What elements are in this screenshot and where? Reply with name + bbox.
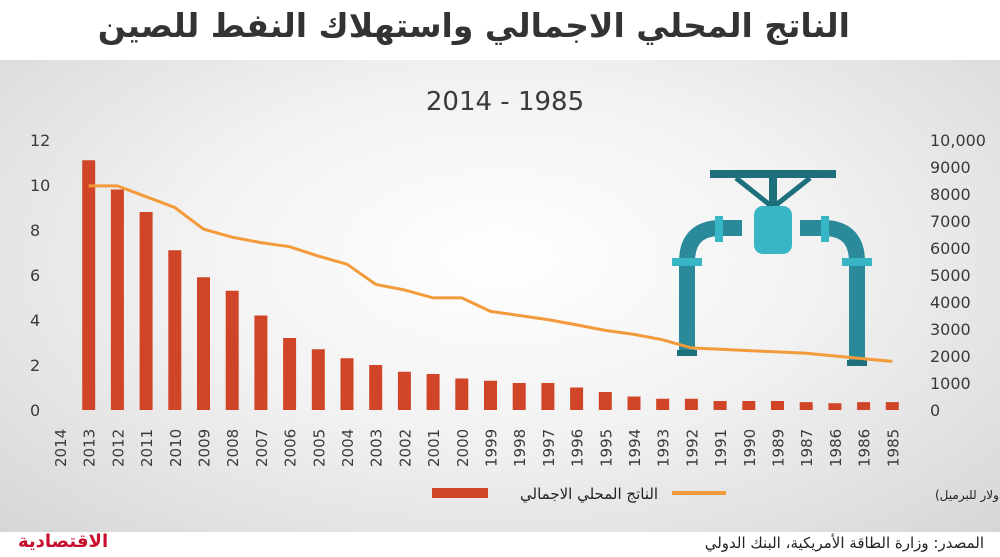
gdp-bar [541,383,555,410]
right-axis-tick: 8000 [930,185,971,204]
gdp-bar [455,378,469,410]
right-axis-tick: 0 [930,401,940,420]
footer: الاقتصادية المصدر: وزارة الطاقة الأمريكي… [0,531,1000,557]
left-axis-tick: 2 [30,356,40,375]
gdp-bar [598,392,612,410]
right-axis-tick: 2000 [930,347,971,366]
x-axis-tick: 1985 [884,429,902,467]
brand-logo: الاقتصادية [18,531,109,552]
header: الناتج المحلي الاجمالي واستهلاك النفط لل… [0,0,1000,60]
x-axis-tick: 2003 [368,429,386,467]
x-axis-tick: 2012 [109,429,127,467]
left-axis-tick: 6 [30,266,40,285]
left-axis-tick: 12 [30,131,50,150]
chart-subtitle: 2014 - 1985 [426,87,584,117]
x-axis-tick: 1996 [569,429,587,467]
gdp-bar [656,398,670,410]
x-axis-tick: 1993 [655,429,673,467]
x-axis-tick: 1990 [741,429,759,467]
right-axis-tick: 10,000 [930,131,986,150]
x-axis-tick: 1986 [856,429,874,467]
right-axis-tick: 1000 [930,374,971,393]
x-axis-tick: 1994 [626,429,644,467]
gdp-bar [713,401,727,410]
x-axis-tick: 2013 [81,429,99,467]
x-axis-tick: 2006 [282,429,300,467]
gdp-bar [484,380,497,410]
left-axis-tick: 10 [30,176,50,195]
right-axis-tick: 6000 [930,239,971,258]
gdp-bar [742,401,756,410]
gdp-bar [197,277,210,410]
x-axis-tick: 2009 [196,429,214,467]
x-axis-tick: 2001 [425,429,443,467]
oil-pipe-icon [672,170,872,366]
right-axis-tick: 4000 [930,293,971,312]
right-axis-tick: 3000 [930,320,971,339]
gdp-bar [82,160,96,410]
gdp-bar [627,396,641,410]
x-axis-tick: 1995 [597,429,615,467]
legend-swatch-gdp [432,488,488,498]
x-axis-tick: 2002 [396,429,414,467]
x-axis-tick: 2007 [253,429,271,467]
gdp-bar [512,383,526,410]
x-axis-tick: 1991 [712,429,730,467]
gdp-bar [254,315,268,410]
right-axis-tick: 7000 [930,212,971,231]
left-axis-tick: 8 [30,221,40,240]
x-axis-tick: 2005 [310,429,328,467]
gdp-bar [397,371,411,410]
gdp-bar [340,358,354,410]
x-axis-tick: 1986 [827,429,845,467]
right-axis-tick: 9000 [930,158,971,177]
gdp-bar [225,290,239,410]
x-axis-tick: 2014 [52,429,70,467]
right-axis-tick: 5000 [930,266,971,285]
legend: الناتج المحلي الاجمالي استهلاك النفط(دول… [432,485,1000,504]
gdp-bar [684,398,698,410]
gdp-bar [168,250,182,410]
legend-label-gdp: الناتج المحلي الاجمالي [520,485,658,504]
left-axis-tick: 4 [30,311,40,330]
gdp-bar [771,401,784,410]
gdp-bar [283,338,297,410]
x-axis-tick: 2010 [167,429,185,467]
gdp-bar [110,189,124,410]
x-axis-tick: 1989 [770,429,788,467]
gdp-bar [570,387,584,410]
gdp-bar [426,374,440,410]
x-axis-tick: 1987 [798,429,816,467]
x-axis-tick: 1999 [483,429,501,467]
x-axis-tick: 1998 [511,429,529,467]
source-note: المصدر: وزارة الطاقة الأمريكية، البنك ال… [704,534,984,552]
series-line-oil [88,184,893,363]
chart-panel [0,60,1000,532]
x-axis-tick: 2000 [454,429,472,467]
x-axis-tick: 1997 [540,429,558,467]
left-axis-tick: 0 [30,401,40,420]
x-axis-tick: 1992 [683,429,701,467]
gdp-bar [369,365,383,410]
gdp-bar [885,402,899,410]
page-title: الناتج المحلي الاجمالي واستهلاك النفط لل… [97,6,850,45]
x-axis-tick: 2008 [224,429,242,467]
gdp-bar [857,402,871,410]
gdp-bar [828,403,842,410]
gdp-bar [311,349,325,410]
gdp-bar [139,212,153,410]
legend-label-oil: استهلاك النفط(دولار للبرميل) [935,485,1000,503]
x-axis-tick: 2011 [138,429,156,467]
x-axis-tick: 2004 [339,429,357,467]
gdp-bar [799,402,813,410]
